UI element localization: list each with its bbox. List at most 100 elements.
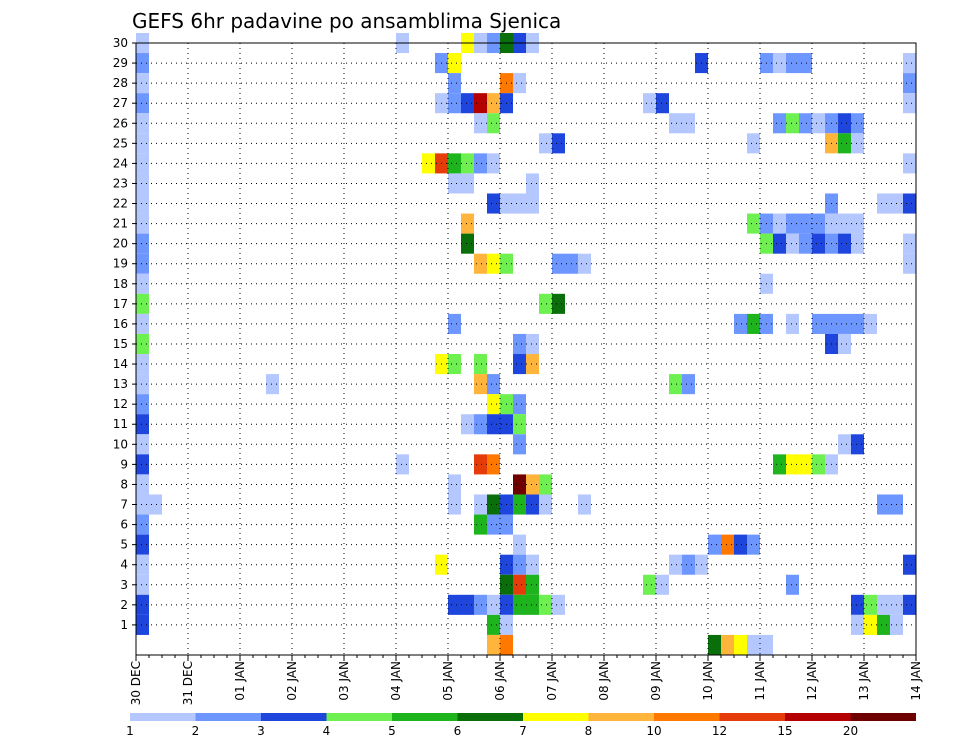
heatmap-cell — [136, 233, 149, 254]
y-tick-label: 28 — [113, 76, 128, 90]
heatmap-cell — [877, 494, 890, 515]
y-tick-label: 25 — [113, 136, 128, 150]
y-tick-label: 15 — [113, 337, 128, 351]
heatmap-cell — [136, 133, 149, 154]
heatmap-cell — [864, 594, 877, 615]
colorbar-segment — [850, 713, 916, 721]
heatmap-cell — [903, 53, 916, 74]
heatmap-cell — [786, 454, 799, 475]
heatmap-cell — [721, 534, 734, 555]
heatmap-cell — [448, 594, 461, 615]
heatmap-cell — [136, 434, 149, 455]
heatmap-cell — [747, 213, 760, 234]
heatmap-cell — [136, 173, 149, 194]
heatmap-cell — [643, 574, 656, 595]
heatmap-cell — [721, 634, 734, 655]
heatmap-cell — [903, 554, 916, 575]
heatmap-cell — [838, 233, 851, 254]
heatmap-cell — [526, 554, 539, 575]
heatmap-cell — [773, 454, 786, 475]
y-tick-label: 18 — [113, 277, 128, 291]
x-axis: 30 DEC 31 DEC 01 JAN 02 JAN 03 JAN 04 JAN 05 J… — [129, 655, 923, 705]
heatmap-cell — [682, 554, 695, 575]
heatmap-cell — [474, 153, 487, 174]
colorbar-label: 10 — [646, 724, 661, 738]
colorbar-segment — [588, 713, 654, 721]
heatmap-cell — [461, 414, 474, 435]
heatmap-cell — [838, 133, 851, 154]
colorbar-label: 2 — [192, 724, 200, 738]
heatmap-cell — [877, 193, 890, 214]
y-tick-label: 24 — [113, 156, 128, 170]
heatmap-cell — [851, 594, 864, 615]
x-tick-label: 11 JAN — [753, 661, 767, 701]
heatmap-cell — [773, 213, 786, 234]
heatmap-cell — [747, 313, 760, 334]
x-tick-label: 02 JAN — [285, 661, 299, 701]
x-tick-label: 01 JAN — [233, 661, 247, 701]
heatmap-cell — [461, 93, 474, 114]
colorbar-label: 8 — [585, 724, 593, 738]
colorbar-label: 15 — [777, 724, 792, 738]
heatmap-cell — [513, 494, 526, 515]
heatmap-cell — [786, 53, 799, 74]
y-tick-label: 6 — [120, 518, 128, 532]
heatmap-cell — [513, 434, 526, 455]
grid-lines — [136, 42, 916, 655]
heatmap-cell — [266, 374, 279, 395]
heatmap-cell — [396, 454, 409, 475]
heatmap-cell — [513, 554, 526, 575]
heatmap-cell — [461, 173, 474, 194]
heatmap-cell — [669, 554, 682, 575]
heatmap-cell — [487, 634, 500, 655]
heatmap-cell — [643, 93, 656, 114]
heatmap-cell — [526, 574, 539, 595]
heatmap-cell — [903, 193, 916, 214]
x-tick-label: 06 JAN — [493, 661, 507, 701]
heatmap-cell — [786, 313, 799, 334]
heatmap-cell — [539, 474, 552, 495]
heatmap-cell — [448, 313, 461, 334]
heatmap-cell — [903, 93, 916, 114]
y-tick-label: 1 — [120, 618, 128, 632]
heatmap-cell — [669, 113, 682, 134]
y-tick-label: 11 — [113, 417, 128, 431]
colorbar-legend: 1 2 3 4 5 6 7 8 10 12 15 20 — [126, 713, 916, 738]
heatmap-cell — [136, 574, 149, 595]
heatmap-cell — [136, 93, 149, 114]
heatmap-cell — [526, 354, 539, 375]
heatmap-cell — [136, 113, 149, 134]
heatmap-cell — [136, 414, 149, 435]
heatmap-cell — [487, 454, 500, 475]
heatmap-cell — [799, 113, 812, 134]
heatmap-cell — [903, 73, 916, 94]
y-tick-label: 5 — [120, 538, 128, 552]
heatmap-cell — [851, 213, 864, 234]
heatmap-cell — [786, 113, 799, 134]
heatmap-cell — [799, 213, 812, 234]
colorbar-label: 3 — [257, 724, 265, 738]
heatmap-cell — [513, 73, 526, 94]
heatmap-cell — [136, 514, 149, 535]
x-tick-label: 03 JAN — [337, 661, 351, 701]
heatmap-cell — [474, 374, 487, 395]
heatmap-cell — [773, 113, 786, 134]
heatmap-cell — [903, 153, 916, 174]
heatmap-cell — [656, 574, 669, 595]
heatmap-cell — [136, 293, 149, 314]
colorbar-label: 6 — [454, 724, 462, 738]
heatmap-cell — [487, 193, 500, 214]
heatmap-cell — [734, 313, 747, 334]
heatmap-cell — [487, 93, 500, 114]
heatmap-cell — [136, 394, 149, 415]
heatmap-cell — [513, 594, 526, 615]
heatmap-cell — [136, 333, 149, 355]
colorbar-segment — [785, 713, 851, 721]
heatmap-cell — [136, 534, 149, 555]
y-tick-label: 30 — [113, 36, 128, 50]
heatmap-cell — [786, 233, 799, 254]
heatmap-cell — [708, 634, 721, 655]
colorbar-label: 12 — [712, 724, 727, 738]
heatmap-cell — [500, 634, 513, 655]
